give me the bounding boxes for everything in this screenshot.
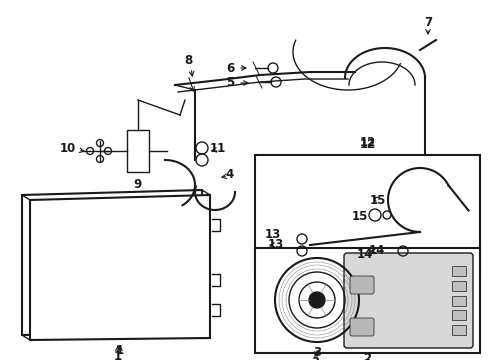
Circle shape — [308, 292, 325, 308]
Text: 8: 8 — [183, 54, 192, 67]
Text: 3: 3 — [310, 356, 318, 360]
Bar — [451, 296, 465, 306]
Bar — [254, 155, 479, 275]
Text: 10: 10 — [60, 141, 76, 154]
Text: 15: 15 — [369, 194, 386, 207]
Text: 3: 3 — [312, 346, 321, 359]
Polygon shape — [22, 190, 202, 335]
FancyBboxPatch shape — [349, 276, 373, 294]
Text: 5: 5 — [225, 77, 234, 90]
Text: 6: 6 — [225, 62, 234, 75]
Text: 2: 2 — [362, 351, 370, 360]
Text: 11: 11 — [209, 141, 225, 154]
Bar — [451, 281, 465, 291]
Text: 9: 9 — [134, 179, 142, 192]
Text: 14: 14 — [356, 248, 372, 261]
Bar — [254, 248, 479, 353]
Bar — [127, 130, 149, 172]
Text: 14: 14 — [368, 244, 384, 257]
Text: 13: 13 — [264, 229, 281, 242]
Text: 2: 2 — [363, 359, 371, 360]
FancyBboxPatch shape — [349, 318, 373, 336]
Text: 1: 1 — [116, 343, 124, 356]
Text: 12: 12 — [359, 136, 375, 149]
Bar — [451, 310, 465, 320]
Bar — [451, 266, 465, 276]
Polygon shape — [30, 195, 209, 340]
Text: 7: 7 — [423, 15, 431, 28]
Text: 4: 4 — [225, 168, 234, 181]
Bar — [451, 325, 465, 335]
Text: 12: 12 — [359, 139, 375, 152]
FancyBboxPatch shape — [343, 253, 472, 348]
Text: 1: 1 — [114, 351, 122, 360]
Text: 13: 13 — [267, 238, 284, 252]
Text: 15: 15 — [351, 211, 367, 224]
